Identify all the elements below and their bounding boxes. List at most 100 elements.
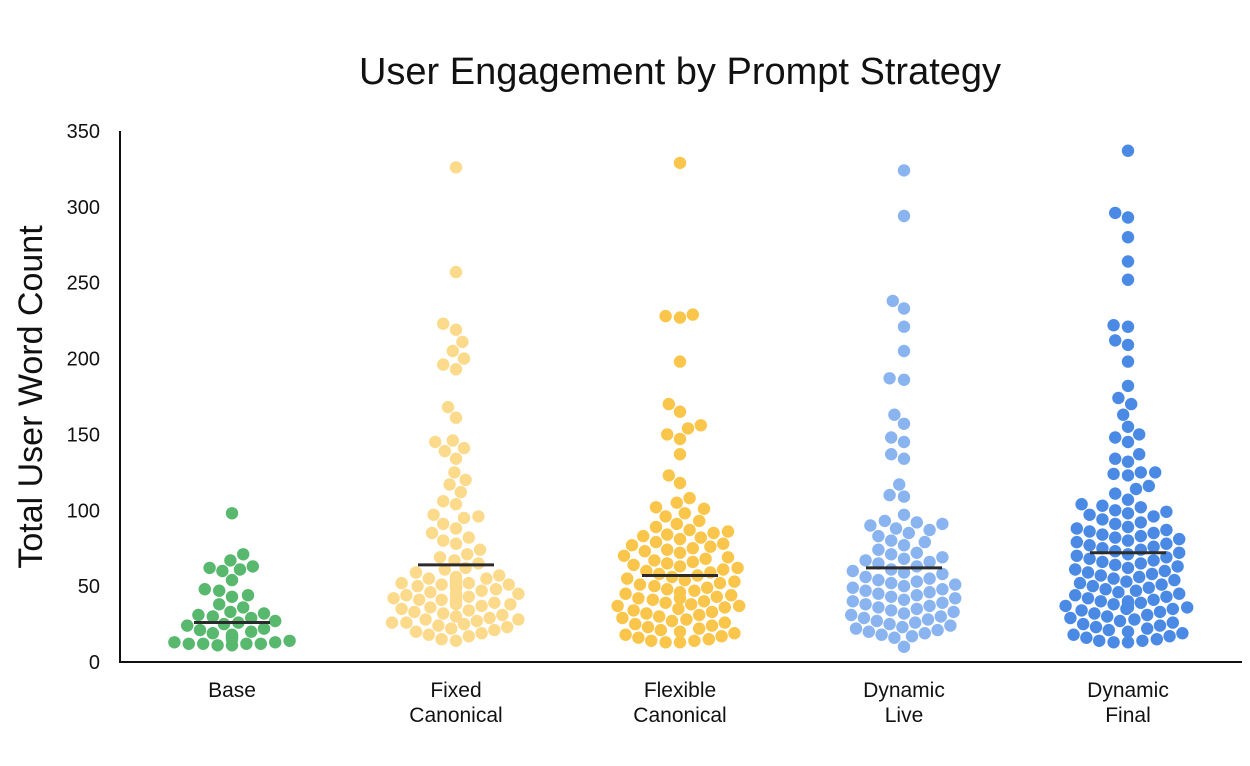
- data-point: [1147, 540, 1160, 553]
- data-point: [1142, 581, 1156, 594]
- data-point: [1134, 466, 1148, 479]
- data-point: [198, 583, 211, 596]
- data-point: [1128, 613, 1141, 626]
- data-point: [224, 554, 237, 567]
- data-point: [502, 578, 515, 591]
- data-point: [1075, 604, 1088, 617]
- data-point: [645, 634, 658, 647]
- data-point: [182, 637, 195, 650]
- data-point: [897, 417, 911, 430]
- y-axis-label: Total User Word Count: [12, 225, 50, 569]
- data-point: [462, 604, 475, 617]
- data-point: [1070, 522, 1084, 535]
- data-point: [449, 323, 463, 336]
- data-point: [625, 539, 639, 552]
- data-point: [1070, 535, 1084, 549]
- data-point: [710, 590, 723, 603]
- data-point: [893, 478, 906, 491]
- data-point: [283, 634, 296, 647]
- data-point: [661, 543, 674, 556]
- data-point: [923, 572, 936, 585]
- data-point: [883, 488, 896, 502]
- data-point: [193, 623, 207, 637]
- data-point: [1109, 487, 1122, 500]
- data-point: [437, 317, 450, 330]
- data-point: [702, 633, 715, 646]
- data-point: [1121, 469, 1135, 482]
- data-point: [910, 516, 923, 529]
- data-point: [206, 627, 219, 640]
- x-category-label: Live: [885, 704, 924, 727]
- data-point: [1158, 564, 1172, 578]
- data-point: [705, 605, 719, 619]
- data-point: [225, 628, 239, 641]
- data-point: [661, 428, 674, 441]
- data-point: [673, 405, 687, 418]
- data-point: [488, 623, 501, 637]
- data-point: [1083, 552, 1096, 565]
- data-point: [1121, 548, 1135, 561]
- y-tick-label: 200: [67, 349, 100, 371]
- data-point: [254, 637, 267, 650]
- data-point: [648, 554, 661, 567]
- data-point: [1133, 448, 1146, 461]
- data-point: [641, 620, 655, 634]
- x-category-label: Base: [208, 679, 256, 702]
- data-point: [627, 558, 640, 572]
- data-point: [1125, 397, 1138, 411]
- data-point: [217, 617, 231, 631]
- data-point: [457, 617, 471, 631]
- data-point: [1134, 516, 1148, 529]
- data-point: [1149, 466, 1162, 479]
- data-point: [449, 522, 463, 535]
- data-point: [637, 529, 650, 543]
- data-point: [449, 265, 463, 279]
- data-point: [457, 511, 471, 525]
- data-point: [1107, 319, 1120, 332]
- data-point: [1121, 455, 1135, 468]
- data-point: [872, 573, 885, 587]
- x-category-label: Flexible: [644, 679, 716, 702]
- data-point: [1145, 567, 1159, 581]
- data-point: [721, 525, 735, 538]
- data-point: [441, 400, 455, 414]
- data-point: [1083, 539, 1096, 552]
- data-point: [429, 435, 442, 449]
- data-point: [1163, 630, 1176, 643]
- data-point: [885, 548, 898, 561]
- data-point: [168, 636, 181, 649]
- data-point: [432, 619, 445, 632]
- data-point: [449, 498, 463, 511]
- data-point: [400, 589, 413, 602]
- data-point: [1166, 602, 1180, 616]
- data-point: [859, 598, 872, 611]
- data-point: [483, 611, 496, 625]
- data-point: [462, 576, 475, 590]
- data-point: [653, 567, 666, 581]
- data-point: [686, 555, 699, 569]
- data-point: [1181, 601, 1194, 614]
- data-point: [910, 560, 923, 573]
- x-category-label: Fixed: [430, 679, 481, 702]
- data-point: [240, 637, 253, 650]
- data-point: [673, 355, 687, 368]
- data-point: [1096, 528, 1109, 541]
- data-point: [1121, 211, 1135, 224]
- data-point: [395, 576, 408, 590]
- data-point: [849, 622, 863, 635]
- data-point: [897, 209, 911, 223]
- data-point: [1166, 616, 1180, 629]
- data-point: [413, 593, 426, 606]
- data-point: [923, 586, 936, 599]
- data-point: [1107, 636, 1120, 649]
- data-point: [1064, 611, 1077, 625]
- data-point: [475, 599, 488, 613]
- data-point: [661, 528, 674, 541]
- data-point: [225, 590, 239, 603]
- data-point: [931, 623, 944, 637]
- data-point: [693, 608, 706, 622]
- data-point: [422, 572, 435, 585]
- data-point: [449, 634, 463, 647]
- data-point: [449, 452, 463, 465]
- data-point: [885, 563, 898, 576]
